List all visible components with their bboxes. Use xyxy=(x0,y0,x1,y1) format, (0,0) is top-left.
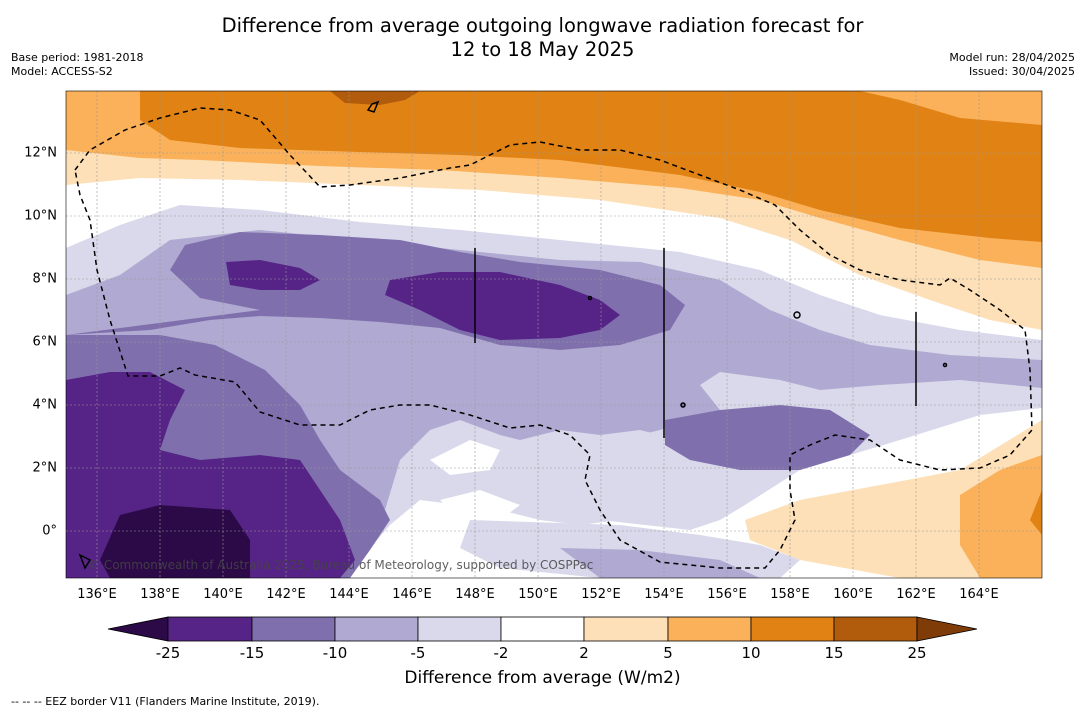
lon-label: 164°E xyxy=(959,587,999,602)
lat-label: 10°N xyxy=(24,208,57,224)
colorbar-tick: -5 xyxy=(410,644,426,662)
copyright-notice: © Commonwealth of Australia 2025, Bureau… xyxy=(88,558,594,572)
lon-label: 158°E xyxy=(770,587,810,602)
lon-label: 146°E xyxy=(392,587,432,602)
meta-left: Base period: 1981-2018 Model: ACCESS-S2 xyxy=(11,51,143,79)
colorbar-tick: 15 xyxy=(824,644,844,662)
model-name: Model: ACCESS-S2 xyxy=(11,65,113,78)
issued-date: Issued: 30/04/2025 xyxy=(968,65,1075,78)
lon-label: 160°E xyxy=(833,587,873,602)
title-line-2: 12 to 18 May 2025 xyxy=(450,38,635,61)
lon-label: 152°E xyxy=(581,587,621,602)
colorbar-label: Difference from average (W/m2) xyxy=(404,668,681,688)
lon-label: 150°E xyxy=(518,587,558,602)
lat-label: 0° xyxy=(42,523,57,539)
colorbar-tick: -15 xyxy=(239,644,265,662)
colorbar-extend-low xyxy=(107,616,169,642)
base-period: Base period: 1981-2018 xyxy=(11,51,144,64)
coastlines xyxy=(78,100,948,570)
graticule xyxy=(66,91,1042,578)
lat-label: 12°N xyxy=(24,145,57,161)
lon-label: 140°E xyxy=(203,587,243,602)
colorbar-tick: -25 xyxy=(155,644,181,662)
meta-right: Model run: 28/04/2025 Issued: 30/04/2025 xyxy=(949,51,1075,79)
colorbar-tick: -2 xyxy=(493,644,509,662)
lat-label: 4°N xyxy=(32,397,58,413)
colorbar-tick: 5 xyxy=(663,644,673,662)
colorbar-tick: -10 xyxy=(322,644,348,662)
eez-footnote: -- -- -- EEZ border V11 (Flanders Marine… xyxy=(11,695,320,708)
lat-label: 6°N xyxy=(32,334,58,350)
colorbar-tick: 10 xyxy=(741,644,761,662)
map-frame xyxy=(65,90,1043,579)
olr-anomaly-map xyxy=(66,91,1042,578)
map-title: Difference from average outgoing longwav… xyxy=(0,14,1085,62)
model-run: Model run: 28/04/2025 xyxy=(949,51,1075,64)
colorbar-tick: 2 xyxy=(579,644,589,662)
lon-label: 138°E xyxy=(140,587,180,602)
lon-label: 144°E xyxy=(329,587,369,602)
lon-label: 154°E xyxy=(644,587,684,602)
colorbar xyxy=(107,616,978,642)
lat-label: 2°N xyxy=(32,460,58,476)
lon-label: 148°E xyxy=(455,587,495,602)
colorbar-extend-high xyxy=(916,616,978,642)
lon-label: 142°E xyxy=(266,587,306,602)
lon-label: 156°E xyxy=(707,587,747,602)
lat-label: 8°N xyxy=(32,271,58,287)
colorbar-tick: 25 xyxy=(907,644,927,662)
title-line-1: Difference from average outgoing longwav… xyxy=(221,14,864,37)
lon-label: 136°E xyxy=(77,587,117,602)
lon-label: 162°E xyxy=(896,587,936,602)
